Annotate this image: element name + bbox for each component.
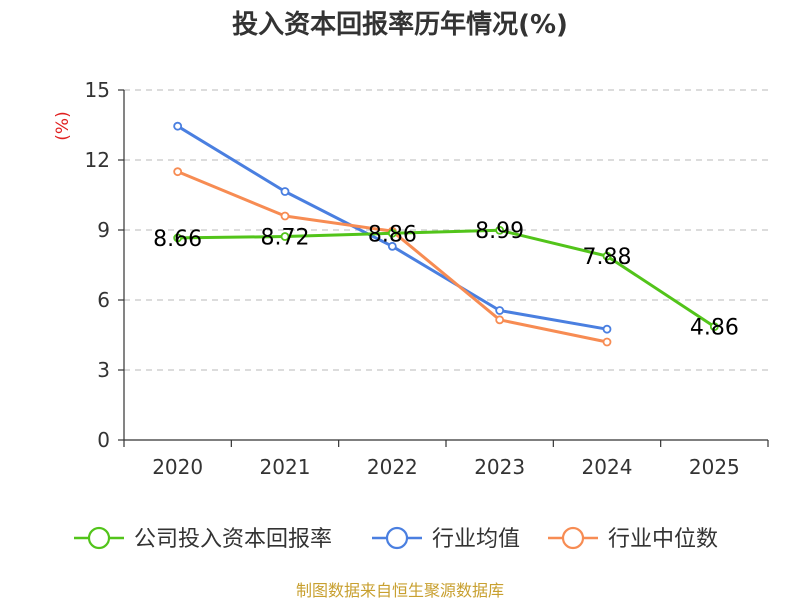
y-tick-label: 3: [97, 358, 110, 382]
legend-label: 公司投入资本回报率: [134, 527, 332, 552]
axes: 0 3 6 9 12 15 2020 2021 2022 2023 2024 2025: [85, 78, 769, 479]
series-point-0: [602, 251, 612, 261]
series-point-2: [602, 337, 612, 347]
series-point-0: [709, 322, 719, 332]
chart-title: 投入资本回报率历年情况(%): [232, 9, 568, 40]
legend-item-2[interactable]: 行业中位数: [548, 526, 718, 552]
series-point-2: [280, 211, 290, 221]
data-labels: 8.66 8.72 8.86 8.99 7.88 4.86: [153, 219, 739, 340]
y-tick-label: 12: [85, 148, 110, 172]
y-axis-label: (%): [53, 111, 73, 140]
series-point-0: [495, 225, 505, 235]
series-point-2: [495, 315, 505, 325]
legend-item-1[interactable]: 行业均值: [372, 526, 520, 552]
legend-label: 行业中位数: [608, 527, 718, 552]
source-note: 制图数据来自恒生聚源数据库: [296, 581, 504, 600]
series-point-1: [387, 241, 397, 251]
y-tick-label: 9: [97, 218, 110, 242]
legend-marker: [561, 526, 585, 550]
y-tick-label: 6: [97, 288, 110, 312]
data-label: 8.86: [368, 222, 417, 247]
series-point-1: [280, 187, 290, 196]
x-tick-label: 2023: [474, 455, 525, 479]
legend-label: 行业均值: [432, 527, 520, 552]
x-tick-label: 2021: [260, 455, 311, 479]
x-tick-label: 2025: [689, 455, 740, 479]
y-tick-label: 15: [85, 78, 110, 102]
x-tick-label: 2022: [367, 455, 418, 479]
series-point-2: [173, 167, 183, 177]
legend-marker: [87, 526, 111, 550]
data-label: 8.99: [475, 219, 524, 244]
series-point-0: [173, 233, 183, 243]
legend-item-0[interactable]: 公司投入资本回报率: [74, 526, 332, 552]
gridlines: [124, 89, 768, 371]
data-label: 4.86: [690, 316, 739, 341]
series-point-0: [387, 228, 397, 238]
series-point-1: [602, 324, 612, 334]
series-group: [173, 121, 719, 347]
y-tick-label: 0: [97, 428, 110, 452]
data-label: 8.66: [153, 227, 202, 252]
series-point-0: [280, 232, 290, 241]
series-point-1: [173, 121, 183, 131]
legend[interactable]: 公司投入资本回报率 行业均值 行业中位数: [74, 526, 718, 552]
series-point-1: [495, 306, 505, 315]
data-label: 7.88: [583, 245, 632, 270]
series-line-0: [177, 228, 716, 328]
data-label: 8.72: [261, 226, 310, 251]
legend-marker: [385, 526, 409, 550]
x-tick-label: 2024: [582, 455, 633, 479]
x-tick-label: 2020: [152, 455, 203, 479]
